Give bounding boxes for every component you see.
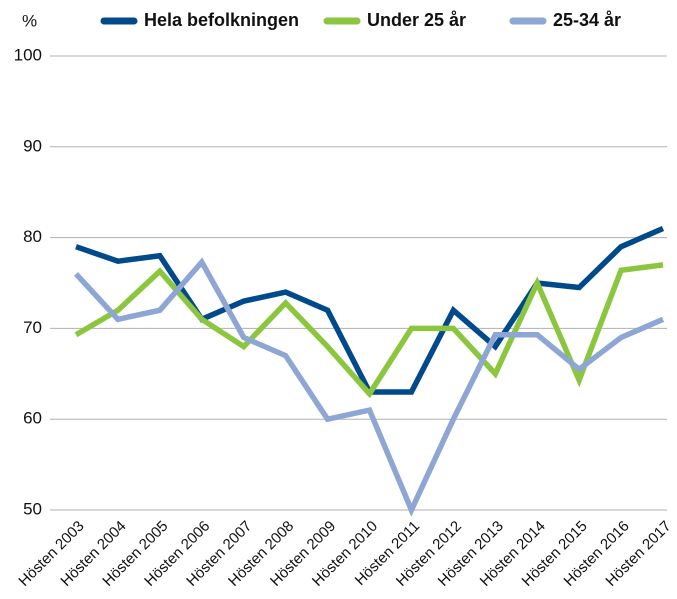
y-unit: % (22, 11, 37, 30)
series-line (73, 257, 665, 517)
y-tick-label: 80 (23, 227, 42, 246)
series-line (74, 262, 664, 399)
y-tick-label: 50 (23, 499, 42, 518)
y-tick-label: 60 (23, 409, 42, 428)
y-tick-label: 70 (23, 318, 42, 337)
y-tick-label: 90 (23, 136, 42, 155)
legend-label: Hela befolkningen (144, 10, 299, 30)
y-tick-label: 100 (14, 45, 42, 64)
legend-label: Under 25 år (367, 10, 466, 30)
legend-label: 25-34 år (553, 10, 621, 30)
